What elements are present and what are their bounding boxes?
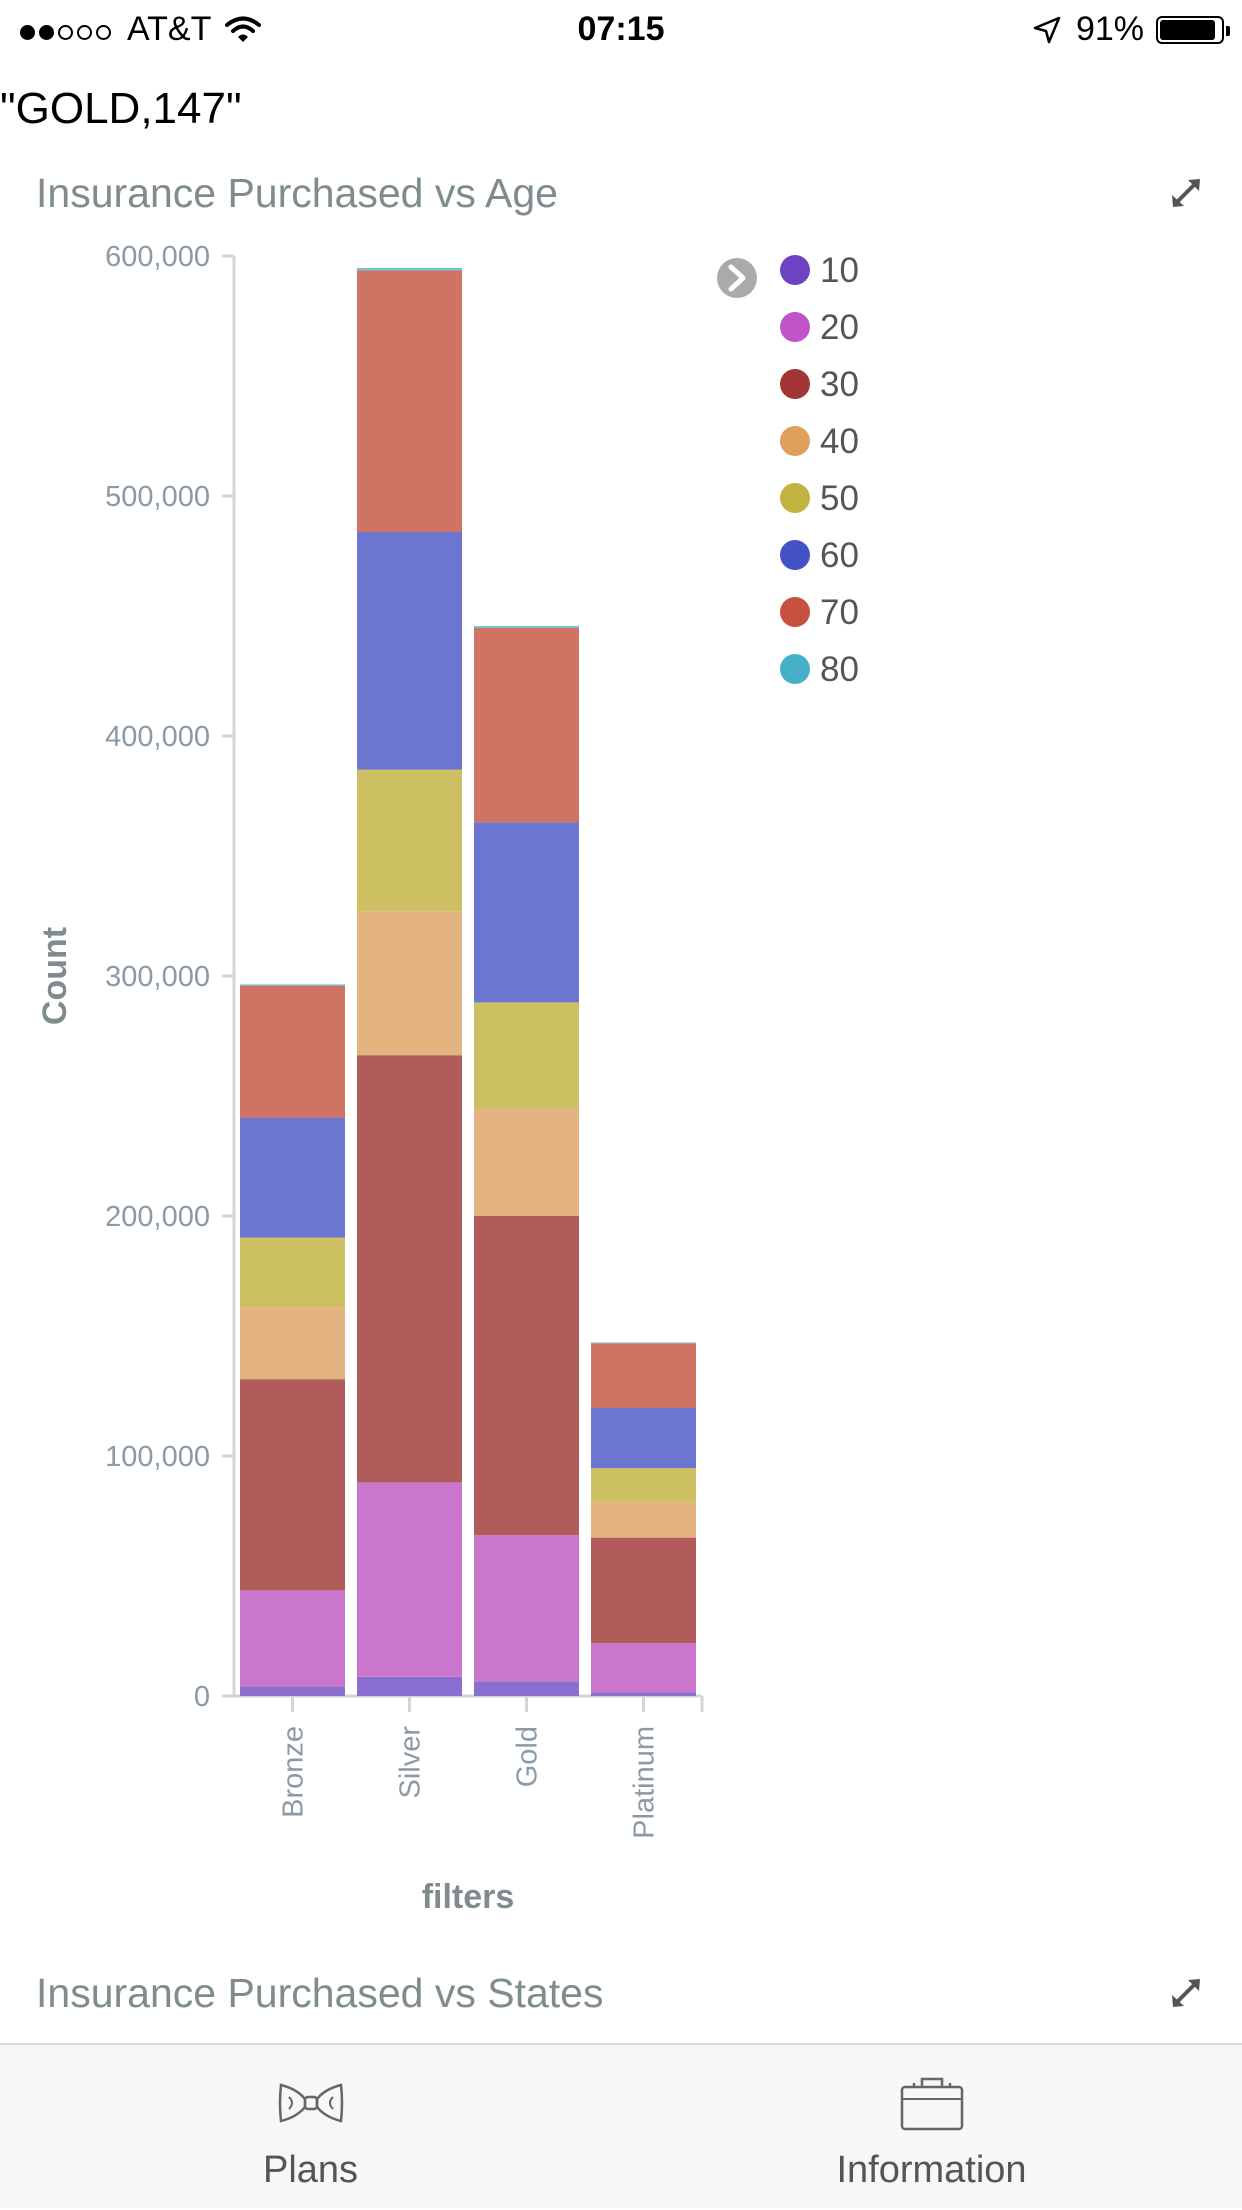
y-tick-label: 400,000	[105, 721, 210, 753]
y-tick-label: 300,000	[105, 961, 210, 993]
x-tick-label: Platinum	[629, 1726, 661, 1839]
bar-segment	[474, 1535, 579, 1682]
legend-swatch	[780, 540, 810, 570]
battery-percent: 91%	[1075, 10, 1144, 48]
bar-segment	[240, 1686, 345, 1696]
legend-label: 50	[820, 479, 859, 518]
x-tick-label: Silver	[395, 1726, 427, 1799]
chevron-right-circle-icon	[717, 258, 757, 298]
bar-segment	[357, 1482, 462, 1677]
y-tick-label: 600,000	[105, 241, 210, 273]
signal-strength-icon	[20, 10, 115, 49]
tab-bar: Plans Information	[0, 2043, 1242, 2208]
bar-segment	[357, 1676, 462, 1696]
bar-segment	[474, 1002, 579, 1108]
bar-segment	[357, 270, 462, 532]
bar-segment	[474, 628, 579, 823]
legend-swatch	[780, 597, 810, 627]
status-bar: AT&T 07:15 91%	[0, 0, 1242, 60]
bar-segment	[474, 1108, 579, 1216]
legend-swatch	[780, 654, 810, 684]
bar-segment	[240, 1237, 345, 1308]
y-tick-label: 200,000	[105, 1201, 210, 1233]
bar-segment	[591, 1343, 696, 1408]
status-right: 91%	[1032, 10, 1230, 49]
tab-plans-label: Plans	[262, 2149, 359, 2191]
bar-segment	[474, 1681, 579, 1696]
y-tick-label: 0	[194, 1681, 210, 1713]
battery-fill	[1160, 19, 1215, 40]
bar-segment	[591, 1643, 696, 1693]
bar-segment	[357, 268, 462, 271]
signal-dot	[39, 25, 54, 40]
bar-segment	[474, 1216, 579, 1536]
legend-label: 80	[820, 650, 859, 689]
bar-segment	[357, 532, 462, 770]
legend-swatch	[780, 312, 810, 342]
chart-title-age: Insurance Purchased vs Age	[36, 170, 558, 216]
status-left: AT&T	[20, 10, 262, 49]
bar-segment	[357, 911, 462, 1056]
signal-dot	[58, 25, 73, 40]
bar-segment	[240, 1307, 345, 1380]
bar-segment	[591, 1501, 696, 1538]
location-arrow-icon	[1033, 16, 1061, 43]
x-tick-label: Bronze	[278, 1726, 310, 1818]
battery-icon	[1156, 15, 1230, 44]
chart-title-states: Insurance Purchased vs States	[36, 1970, 604, 2016]
bar-segment	[240, 985, 345, 1118]
tab-information[interactable]: Information	[621, 2045, 1242, 2210]
bar-segment	[591, 1408, 696, 1468]
legend-swatch	[780, 255, 810, 285]
bar-segment	[357, 769, 462, 912]
bar-segment	[240, 1379, 345, 1591]
signal-dot	[20, 25, 35, 40]
selected-value-text: "GOLD,147"	[0, 84, 242, 133]
bar-segment	[474, 822, 579, 1003]
briefcase-icon	[900, 2077, 963, 2131]
bar-segment	[591, 1468, 696, 1502]
y-axis-title: Count	[36, 927, 74, 1025]
bar-segment	[591, 1537, 696, 1644]
bar-segment	[591, 1342, 696, 1344]
wifi-icon	[225, 16, 262, 42]
legend-label: 70	[820, 593, 859, 632]
y-tick-label: 500,000	[105, 481, 210, 513]
tab-information-label: Information	[836, 2149, 1027, 2191]
legend-label: 60	[820, 536, 859, 575]
status-time: 07:15	[577, 10, 665, 48]
x-axis-title: filters	[422, 1878, 515, 1916]
bar-segment	[240, 1117, 345, 1238]
legend-label: 10	[820, 251, 859, 290]
legend-swatch	[780, 426, 810, 456]
y-tick-label: 100,000	[105, 1441, 210, 1473]
age-bar-chart: 0 100,000 200,000 300,000 400,000 500,000 600,…	[36, 241, 859, 1916]
carrier-name: AT&T	[127, 10, 212, 48]
bar-segment	[240, 1590, 345, 1687]
chevron-right-icon	[728, 264, 746, 292]
expand-arrows-icon[interactable]	[1166, 173, 1206, 213]
bar-segment	[474, 626, 579, 628]
bow-tie-icon	[278, 2083, 343, 2123]
legend-label: 20	[820, 308, 859, 347]
legend-label: 40	[820, 422, 859, 461]
expand-arrows-icon[interactable]	[1166, 1973, 1206, 2013]
bar-segment	[591, 1692, 696, 1696]
signal-dot	[96, 25, 111, 40]
tab-plans[interactable]: Plans	[0, 2045, 621, 2210]
bar-segment	[357, 1055, 462, 1483]
bar-segment	[240, 984, 345, 986]
battery-tip	[1226, 25, 1230, 36]
x-tick-label: Gold	[512, 1726, 544, 1787]
legend-label: 30	[820, 365, 859, 404]
legend-swatch	[780, 369, 810, 399]
legend-swatch	[780, 483, 810, 513]
signal-dot	[77, 25, 92, 40]
